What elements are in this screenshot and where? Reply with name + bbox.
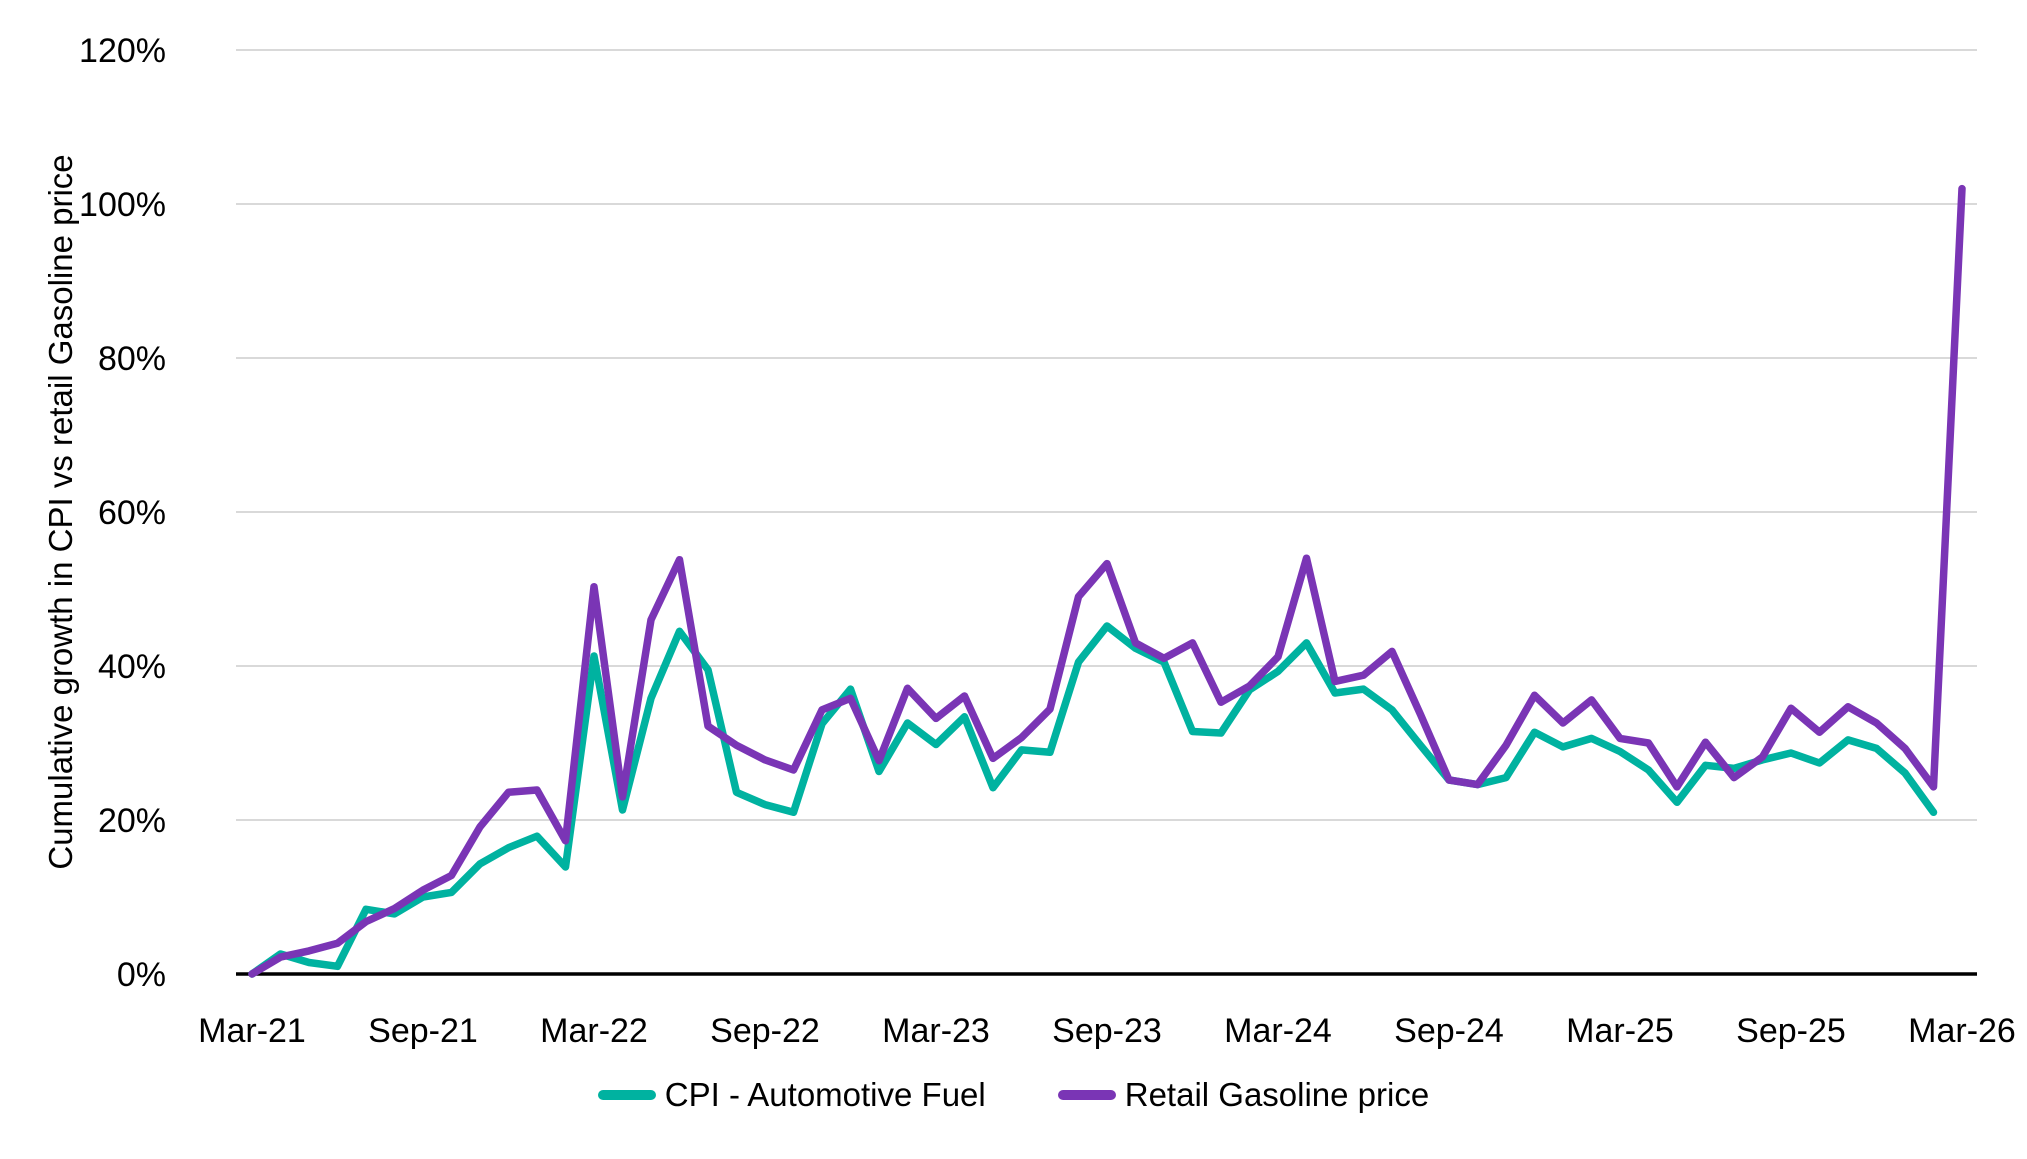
y-axis-title: Cumulative growth in CPI vs retail Gasol…	[42, 154, 79, 869]
y-tick-label: 100%	[79, 186, 166, 224]
y-tick-label: 0%	[117, 956, 166, 994]
x-tick-label: Sep-21	[368, 1012, 478, 1050]
x-tick-label: Mar-25	[1566, 1012, 1674, 1050]
y-tick-label: 80%	[98, 340, 166, 378]
x-tick-label: Mar-21	[198, 1012, 306, 1050]
y-axis-labels: 0% 20% 40% 60% 80% 100% 120%	[79, 32, 166, 994]
series-lines	[248, 184, 1966, 978]
series-line-cpi-automotive-fuel	[248, 622, 1938, 978]
x-tick-label: Sep-25	[1736, 1012, 1846, 1050]
legend-label: CPI - Automotive Fuel	[664, 1076, 986, 1113]
legend-item: CPI - Automotive Fuel	[597, 1076, 986, 1114]
x-tick-label: Mar-22	[540, 1012, 648, 1050]
x-axis-labels: Mar-21 Sep-21 Mar-22 Sep-22 Mar-23 Sep-23 Mar-…	[198, 1012, 2016, 1050]
y-tick-label: 20%	[98, 802, 166, 840]
x-tick-label: Sep-23	[1052, 1012, 1162, 1050]
series-line-retail-gasoline-price	[248, 184, 1966, 978]
x-tick-label: Mar-26	[1908, 1012, 2016, 1050]
legend-swatch	[1057, 1090, 1116, 1100]
legend-label: Retail Gasoline price	[1124, 1076, 1430, 1113]
y-tick-label: 120%	[79, 32, 166, 70]
y-tick-label: 60%	[98, 494, 166, 532]
legend-swatch	[597, 1090, 656, 1100]
x-tick-label: Mar-23	[882, 1012, 990, 1050]
gridlines	[236, 49, 1977, 821]
x-tick-label: Sep-22	[710, 1012, 820, 1050]
y-tick-label: 40%	[98, 648, 166, 686]
chart-legend: CPI - Automotive Fuel Retail Gasoline pri…	[0, 1076, 2027, 1114]
legend-item: Retail Gasoline price	[1057, 1076, 1430, 1114]
x-tick-label: Sep-24	[1394, 1012, 1504, 1050]
x-tick-label: Mar-24	[1224, 1012, 1332, 1050]
